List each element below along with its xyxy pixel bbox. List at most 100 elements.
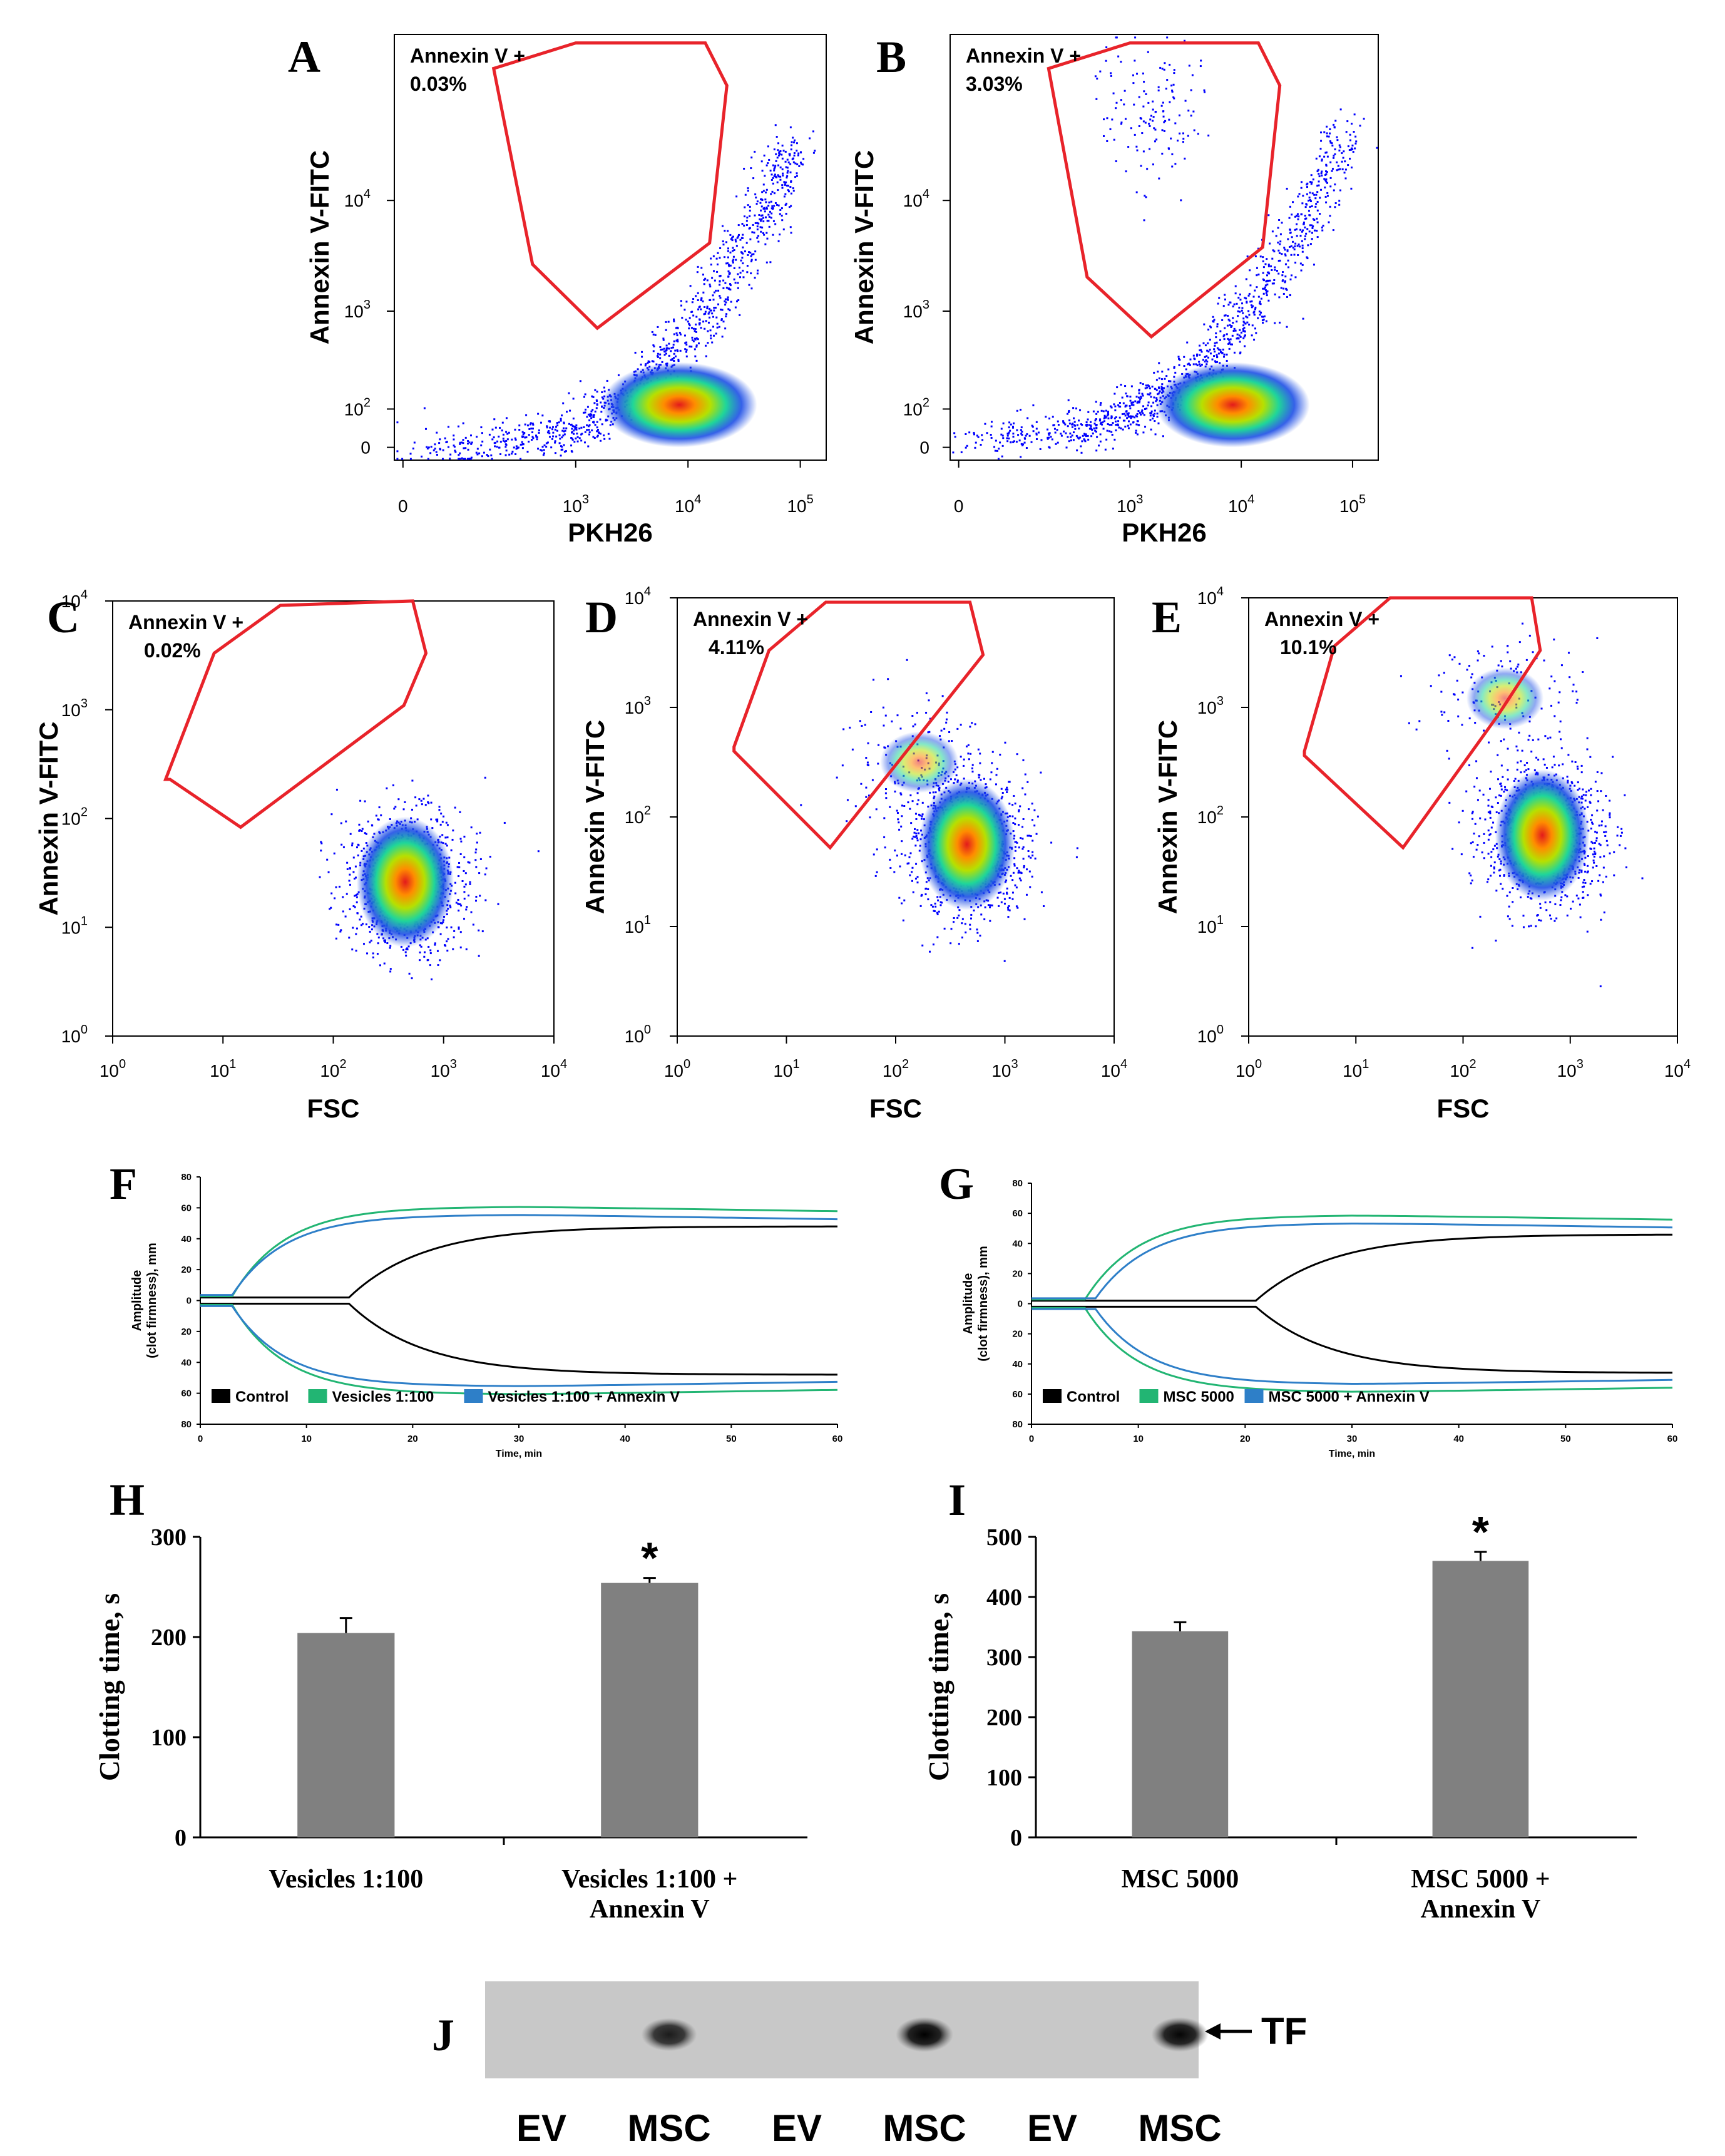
event-dot [1200,59,1202,62]
event-dot [1287,238,1289,240]
event-dot [676,339,678,341]
event-dot [454,892,457,895]
event-dot [505,439,508,442]
event-dot [1031,803,1033,805]
event-dot [342,896,344,898]
event-dot [1075,856,1078,858]
event-dot [785,202,787,205]
event-dot [1010,441,1012,443]
event-dot [772,220,775,222]
event-dot [466,458,469,460]
event-dot [1336,169,1338,172]
event-dot [1120,99,1122,101]
event-dot [1329,177,1332,179]
event-dot [1293,254,1296,256]
event-dot [1231,343,1233,346]
event-dot [1103,416,1106,419]
event-dot [486,454,488,456]
event-dot [1309,200,1312,202]
event-dot [961,922,963,925]
event-dot [1148,123,1150,125]
x-tick-label: 104 [1101,1057,1127,1081]
event-dot [1265,320,1267,322]
event-dot [912,725,914,727]
event-dot [478,872,481,875]
event-dot [1149,387,1151,389]
event-dot [725,315,727,317]
event-dot [370,940,372,942]
event-dot [1289,228,1291,231]
event-dot [1124,414,1127,417]
event-dot [865,786,868,789]
event-dot [1085,433,1087,436]
event-dot [937,899,939,901]
event-dot [1329,140,1331,143]
event-dot [694,337,697,340]
event-dot [708,307,710,310]
event-dot [1080,451,1083,454]
event-dot [722,279,725,282]
event-dot [1344,168,1347,171]
event-dot [1262,292,1265,295]
event-dot [469,458,472,460]
event-dot [1034,857,1037,860]
event-dot [1224,294,1226,296]
event-dot [1131,415,1134,418]
event-dot [427,945,430,948]
event-dot [1095,413,1098,415]
event-dot [1023,866,1025,869]
event-dot [1316,221,1319,223]
event-dot [1275,235,1277,237]
event-dot [1163,121,1165,123]
event-dot [991,762,993,764]
event-dot [1064,423,1067,426]
event-dot [903,804,906,807]
event-dot [1116,386,1118,389]
event-dot [767,162,769,165]
event-dot [1349,133,1351,136]
event-dot [973,433,976,436]
event-dot [652,350,655,352]
event-dot [1026,781,1029,783]
event-dot [358,829,361,832]
event-dot [458,866,461,868]
event-dot [439,933,442,935]
event-dot [1052,424,1055,426]
event-dot [1115,107,1117,110]
event-dot [1624,794,1626,796]
event-dot [1095,401,1097,403]
event-dot [752,253,755,255]
event-dot [1290,274,1292,277]
event-dot [1217,302,1219,305]
event-dot [836,776,838,779]
event-dot [600,433,602,435]
event-dot [1253,313,1256,316]
event-dot [762,217,765,219]
event-dot [1022,846,1025,848]
event-dot [1244,322,1247,325]
event-dot [1020,837,1022,839]
event-dot [1448,801,1451,804]
event-dot [372,952,374,955]
event-dot [586,429,588,431]
event-dot [1294,228,1296,231]
event-dot [1164,62,1166,64]
event-dot [1277,241,1279,244]
event-dot [1152,418,1154,420]
event-dot [719,284,721,286]
event-dot [770,178,773,181]
event-dot [1067,411,1070,414]
event-dot [1152,415,1155,418]
event-dot [514,428,516,431]
event-dot [782,228,785,230]
event-dot [745,223,748,226]
event-dot [596,434,599,437]
event-dot [715,332,717,335]
event-dot [569,409,571,412]
event-dot [1272,249,1274,252]
event-dot [1604,834,1607,837]
event-dot [521,447,524,449]
event-dot [392,784,394,786]
event-dot [1095,98,1098,100]
event-dot [1072,407,1075,409]
